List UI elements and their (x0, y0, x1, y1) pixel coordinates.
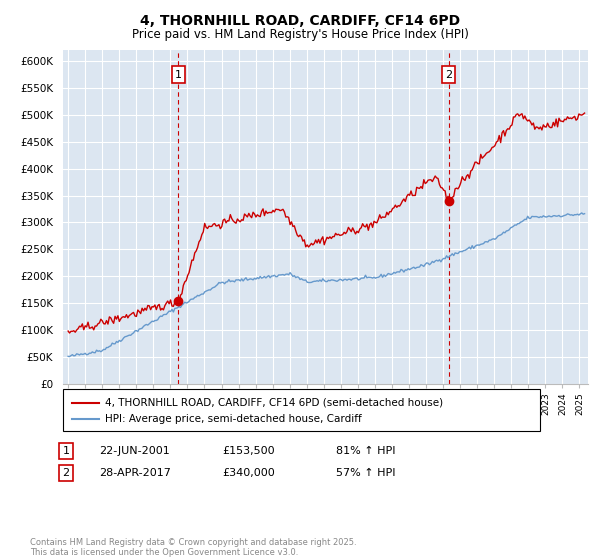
Text: 81% ↑ HPI: 81% ↑ HPI (336, 446, 395, 456)
Text: 1: 1 (175, 69, 182, 80)
Text: 1: 1 (62, 446, 70, 456)
Text: 2: 2 (445, 69, 452, 80)
Text: HPI: Average price, semi-detached house, Cardiff: HPI: Average price, semi-detached house,… (105, 414, 362, 424)
Text: 57% ↑ HPI: 57% ↑ HPI (336, 468, 395, 478)
Text: 4, THORNHILL ROAD, CARDIFF, CF14 6PD: 4, THORNHILL ROAD, CARDIFF, CF14 6PD (140, 14, 460, 28)
Text: 2: 2 (62, 468, 70, 478)
Text: £340,000: £340,000 (222, 468, 275, 478)
Text: 22-JUN-2001: 22-JUN-2001 (99, 446, 170, 456)
Text: £153,500: £153,500 (222, 446, 275, 456)
Text: Contains HM Land Registry data © Crown copyright and database right 2025.
This d: Contains HM Land Registry data © Crown c… (30, 538, 356, 557)
Text: 4, THORNHILL ROAD, CARDIFF, CF14 6PD (semi-detached house): 4, THORNHILL ROAD, CARDIFF, CF14 6PD (se… (105, 398, 443, 408)
Text: 28-APR-2017: 28-APR-2017 (99, 468, 171, 478)
Text: Price paid vs. HM Land Registry's House Price Index (HPI): Price paid vs. HM Land Registry's House … (131, 28, 469, 41)
